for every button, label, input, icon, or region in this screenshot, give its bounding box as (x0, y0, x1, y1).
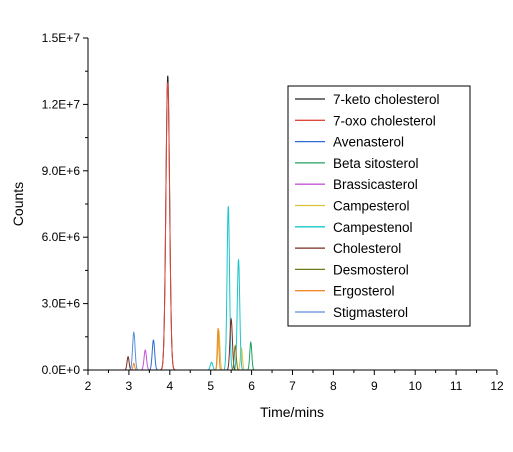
y-tick-label: 1.2E+7 (42, 97, 81, 111)
legend-label: Brassicasterol (333, 177, 418, 192)
legend-label: Avenasterol (333, 135, 404, 150)
series-line-avenasterol (88, 338, 497, 371)
legend-label: Campesterol (333, 199, 410, 214)
legend: 7-keto cholesterol 7-oxo cholesterol Avena… (287, 85, 471, 327)
series-line-stigmasterol (88, 331, 497, 371)
series-line-cholesterol (88, 317, 497, 371)
y-tick-label: 1.5E+7 (42, 31, 81, 45)
x-tick-label: 12 (490, 379, 504, 393)
series-line-desmosterol (88, 344, 497, 371)
legend-label: Desmosterol (333, 262, 409, 277)
y-tick-label: 9.0E+6 (42, 164, 81, 178)
y-ticks-layer: 0.0E+0 3.0E+6 6.0E+6 9.0E+6 1.2E+7 1.5E+7 (42, 31, 88, 377)
legend-label: Campestenol (333, 220, 413, 235)
x-tick-label: 9 (371, 379, 378, 393)
legend-label: Beta sitosterol (333, 156, 419, 171)
x-tick-label: 4 (166, 379, 173, 393)
x-tick-label: 10 (409, 379, 423, 393)
series-line-brassicasterol (88, 349, 497, 371)
x-axis-title: Time/mins (260, 404, 324, 420)
y-tick-label: 0.0E+0 (42, 363, 81, 377)
x-tick-label: 11 (450, 379, 463, 393)
x-tick-label: 6 (248, 379, 255, 393)
x-tick-label: 2 (85, 379, 92, 393)
x-tick-label: 5 (207, 379, 214, 393)
x-ticks-layer: 2 3 4 5 6 7 8 9 10 11 12 (85, 370, 504, 393)
x-tick-label: 3 (126, 379, 133, 393)
series-line-beta-sitosterol (88, 340, 497, 371)
legend-label: 7-oxo cholesterol (333, 113, 436, 128)
y-tick-label: 6.0E+6 (42, 230, 81, 244)
series-line-ergosterol (88, 327, 497, 371)
legend-label: Stigmasterol (333, 305, 408, 320)
legend-label: Cholesterol (333, 241, 401, 256)
series-line-campesterol (88, 330, 497, 371)
y-tick-label: 3.0E+6 (42, 297, 81, 311)
legend-label: 7-keto cholesterol (333, 92, 440, 107)
x-tick-label: 7 (289, 379, 296, 393)
x-tick-label: 8 (330, 379, 337, 393)
y-axis-title: Counts (10, 182, 26, 226)
legend-label: Ergosterol (333, 284, 395, 299)
